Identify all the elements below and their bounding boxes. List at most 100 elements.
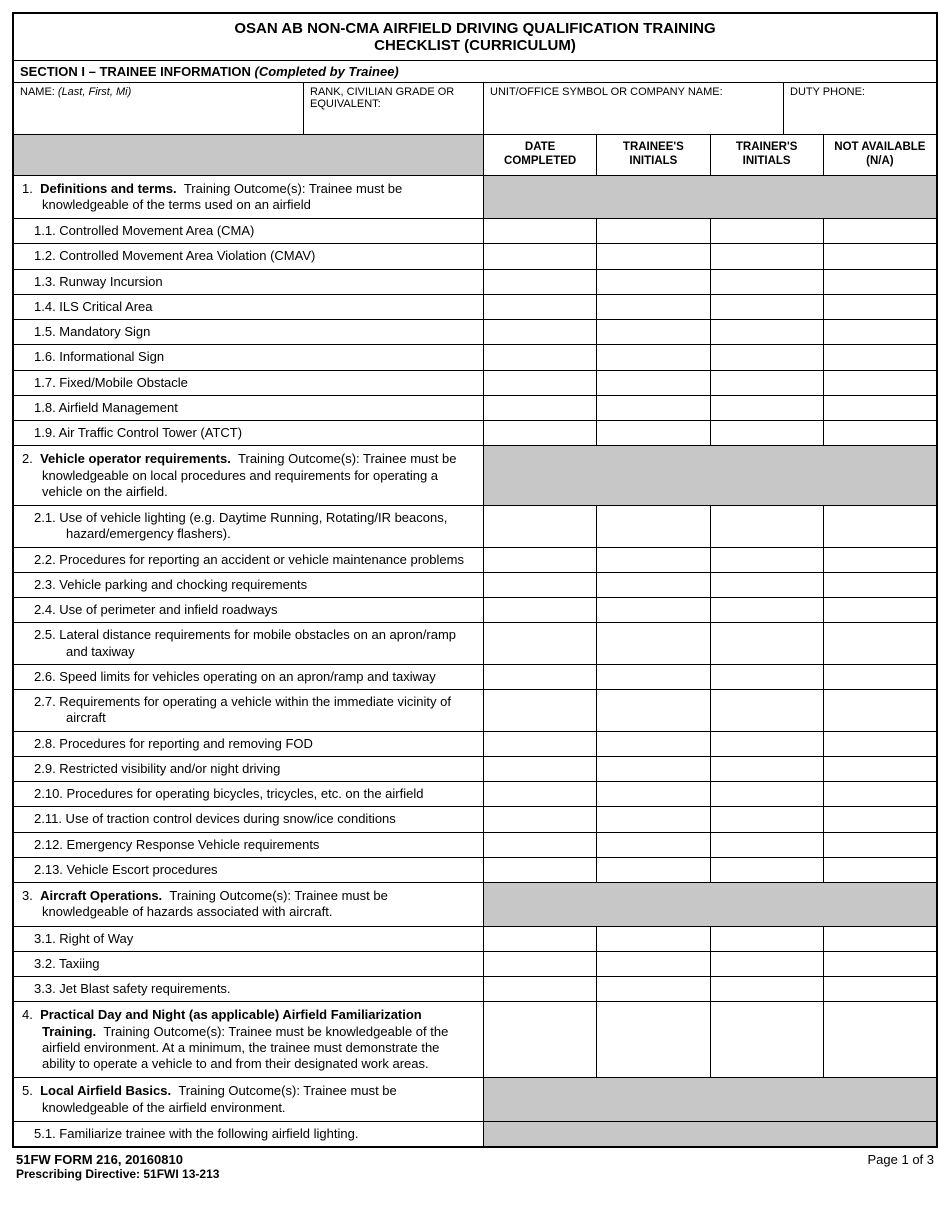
date-completed-cell[interactable]	[484, 506, 597, 547]
trainee-initials-cell[interactable]	[597, 833, 710, 857]
name-cell[interactable]: NAME: (Last, First, Mi)	[14, 83, 304, 134]
trainer-initials-cell[interactable]	[711, 371, 824, 395]
trainer-initials-cell[interactable]	[711, 345, 824, 369]
date-completed-cell[interactable]	[484, 623, 597, 664]
trainer-initials-cell[interactable]	[711, 396, 824, 420]
na-cell[interactable]	[824, 927, 936, 951]
date-completed-cell[interactable]	[484, 952, 597, 976]
date-completed-cell[interactable]	[484, 295, 597, 319]
na-cell[interactable]	[824, 977, 936, 1001]
na-cell[interactable]	[824, 270, 936, 294]
na-cell[interactable]	[824, 320, 936, 344]
na-cell[interactable]	[824, 690, 936, 731]
trainer-initials-cell[interactable]	[711, 952, 824, 976]
date-completed-cell[interactable]	[484, 219, 597, 243]
date-completed-cell[interactable]	[484, 757, 597, 781]
na-cell[interactable]	[824, 858, 936, 882]
trainer-initials-cell[interactable]	[711, 665, 824, 689]
trainer-initials-cell[interactable]	[711, 320, 824, 344]
date-completed-cell[interactable]	[484, 598, 597, 622]
date-completed-cell[interactable]	[484, 244, 597, 268]
trainer-initials-cell[interactable]	[711, 833, 824, 857]
trainee-initials-cell[interactable]	[597, 421, 710, 445]
trainee-initials-cell[interactable]	[597, 295, 710, 319]
date-completed-cell[interactable]	[484, 833, 597, 857]
na-cell[interactable]	[824, 506, 936, 547]
trainee-initials-cell[interactable]	[597, 573, 710, 597]
phone-cell[interactable]: DUTY PHONE:	[784, 83, 936, 134]
trainee-initials-cell[interactable]	[597, 396, 710, 420]
trainer-initials-cell[interactable]	[711, 506, 824, 547]
date-completed-cell[interactable]	[484, 345, 597, 369]
na-cell[interactable]	[824, 757, 936, 781]
trainee-initials-cell[interactable]	[597, 927, 710, 951]
date-completed-cell[interactable]	[484, 977, 597, 1001]
date-completed-cell[interactable]	[484, 782, 597, 806]
trainee-initials-cell[interactable]	[597, 506, 710, 547]
na-cell[interactable]	[824, 598, 936, 622]
trainer-initials-cell[interactable]	[711, 1002, 824, 1077]
date-completed-cell[interactable]	[484, 858, 597, 882]
date-completed-cell[interactable]	[484, 573, 597, 597]
trainer-initials-cell[interactable]	[711, 295, 824, 319]
trainer-initials-cell[interactable]	[711, 927, 824, 951]
date-completed-cell[interactable]	[484, 548, 597, 572]
trainer-initials-cell[interactable]	[711, 807, 824, 831]
trainee-initials-cell[interactable]	[597, 270, 710, 294]
na-cell[interactable]	[824, 1002, 936, 1077]
trainee-initials-cell[interactable]	[597, 858, 710, 882]
na-cell[interactable]	[824, 548, 936, 572]
na-cell[interactable]	[824, 295, 936, 319]
trainee-initials-cell[interactable]	[597, 598, 710, 622]
trainee-initials-cell[interactable]	[597, 977, 710, 1001]
trainer-initials-cell[interactable]	[711, 690, 824, 731]
date-completed-cell[interactable]	[484, 732, 597, 756]
trainer-initials-cell[interactable]	[711, 598, 824, 622]
na-cell[interactable]	[824, 421, 936, 445]
na-cell[interactable]	[824, 732, 936, 756]
trainer-initials-cell[interactable]	[711, 219, 824, 243]
trainee-initials-cell[interactable]	[597, 757, 710, 781]
trainee-initials-cell[interactable]	[597, 345, 710, 369]
trainee-initials-cell[interactable]	[597, 371, 710, 395]
na-cell[interactable]	[824, 371, 936, 395]
date-completed-cell[interactable]	[484, 665, 597, 689]
na-cell[interactable]	[824, 782, 936, 806]
trainee-initials-cell[interactable]	[597, 690, 710, 731]
na-cell[interactable]	[824, 665, 936, 689]
na-cell[interactable]	[824, 623, 936, 664]
trainee-initials-cell[interactable]	[597, 952, 710, 976]
na-cell[interactable]	[824, 396, 936, 420]
trainer-initials-cell[interactable]	[711, 858, 824, 882]
trainee-initials-cell[interactable]	[597, 219, 710, 243]
na-cell[interactable]	[824, 219, 936, 243]
na-cell[interactable]	[824, 952, 936, 976]
trainee-initials-cell[interactable]	[597, 807, 710, 831]
date-completed-cell[interactable]	[484, 421, 597, 445]
trainee-initials-cell[interactable]	[597, 1002, 710, 1077]
na-cell[interactable]	[824, 833, 936, 857]
date-completed-cell[interactable]	[484, 690, 597, 731]
trainer-initials-cell[interactable]	[711, 757, 824, 781]
trainee-initials-cell[interactable]	[597, 244, 710, 268]
trainer-initials-cell[interactable]	[711, 977, 824, 1001]
date-completed-cell[interactable]	[484, 396, 597, 420]
date-completed-cell[interactable]	[484, 270, 597, 294]
trainer-initials-cell[interactable]	[711, 573, 824, 597]
trainee-initials-cell[interactable]	[597, 548, 710, 572]
trainee-initials-cell[interactable]	[597, 782, 710, 806]
trainer-initials-cell[interactable]	[711, 732, 824, 756]
trainee-initials-cell[interactable]	[597, 665, 710, 689]
na-cell[interactable]	[824, 807, 936, 831]
na-cell[interactable]	[824, 345, 936, 369]
trainee-initials-cell[interactable]	[597, 320, 710, 344]
unit-cell[interactable]: UNIT/OFFICE SYMBOL OR COMPANY NAME:	[484, 83, 784, 134]
date-completed-cell[interactable]	[484, 807, 597, 831]
trainee-initials-cell[interactable]	[597, 732, 710, 756]
date-completed-cell[interactable]	[484, 927, 597, 951]
trainee-initials-cell[interactable]	[597, 623, 710, 664]
date-completed-cell[interactable]	[484, 371, 597, 395]
trainer-initials-cell[interactable]	[711, 270, 824, 294]
rank-cell[interactable]: RANK, CIVILIAN GRADE OR EQUIVALENT:	[304, 83, 484, 134]
na-cell[interactable]	[824, 573, 936, 597]
